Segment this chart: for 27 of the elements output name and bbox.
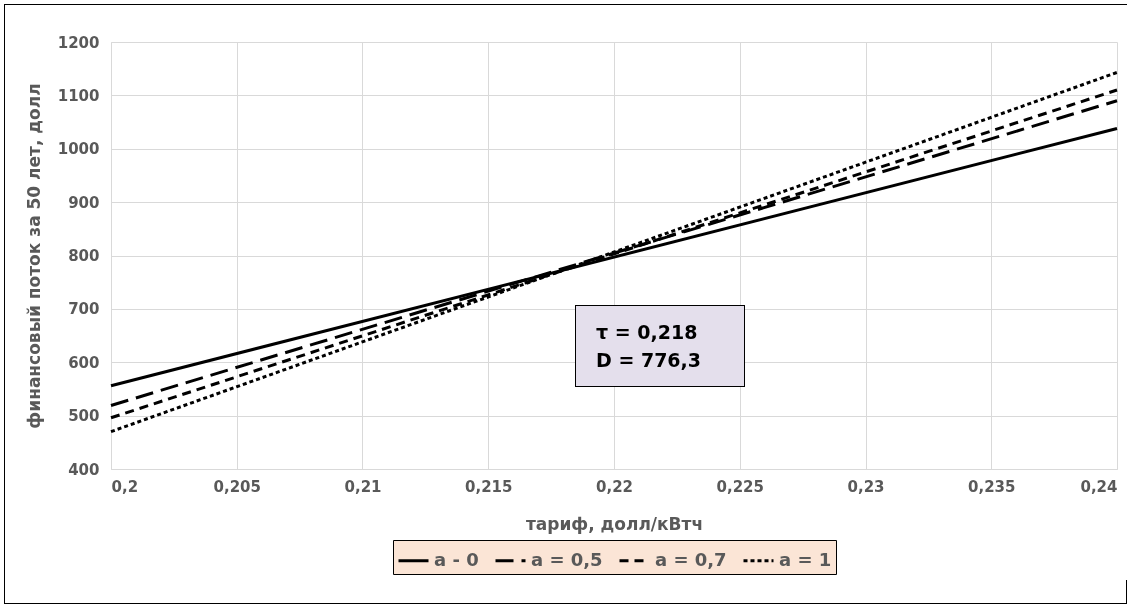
x-tick-label: 0,24 bbox=[1080, 477, 1118, 496]
y-tick-label: 1200 bbox=[57, 33, 100, 52]
legend-label: a = 1 bbox=[779, 548, 832, 570]
annotation: τ = 0,218 bbox=[596, 320, 699, 345]
y-tick-label: 400 bbox=[68, 460, 100, 479]
text-box: τ = 0,218 D = 776,3 bbox=[575, 305, 745, 387]
x-tick-label: 0,215 bbox=[465, 477, 513, 496]
y-tick-label: 900 bbox=[68, 193, 100, 212]
y-tick-label: 1000 bbox=[57, 140, 100, 159]
y-axis-title: финансовый поток за 50 лет, долл bbox=[23, 83, 44, 429]
legend-label: a = 0,5 bbox=[531, 548, 603, 570]
y-tick-label: 700 bbox=[68, 300, 100, 319]
x-tick-label: 0,225 bbox=[716, 477, 764, 496]
legend-label: a = 0,7 bbox=[655, 548, 727, 570]
x-tick-label: 0,23 bbox=[847, 477, 885, 496]
y-tick-label: 500 bbox=[68, 407, 100, 426]
x-tick-label: 0,2 bbox=[111, 477, 139, 496]
x-tick-label: 0,21 bbox=[344, 477, 382, 496]
y-tick-label: 800 bbox=[68, 247, 100, 265]
y-tick-label: 600 bbox=[68, 353, 100, 372]
x-tick-label: 0,235 bbox=[968, 477, 1016, 496]
x-axis-title: тариф, долл/кВтч bbox=[525, 513, 704, 534]
x-tick-label: 0,205 bbox=[213, 477, 261, 496]
y-tick-label: 1100 bbox=[57, 86, 100, 105]
annotation: D = 776,3 bbox=[596, 348, 703, 373]
legend-label: a - 0 bbox=[434, 548, 479, 570]
x-tick-label: 0,22 bbox=[595, 477, 634, 496]
